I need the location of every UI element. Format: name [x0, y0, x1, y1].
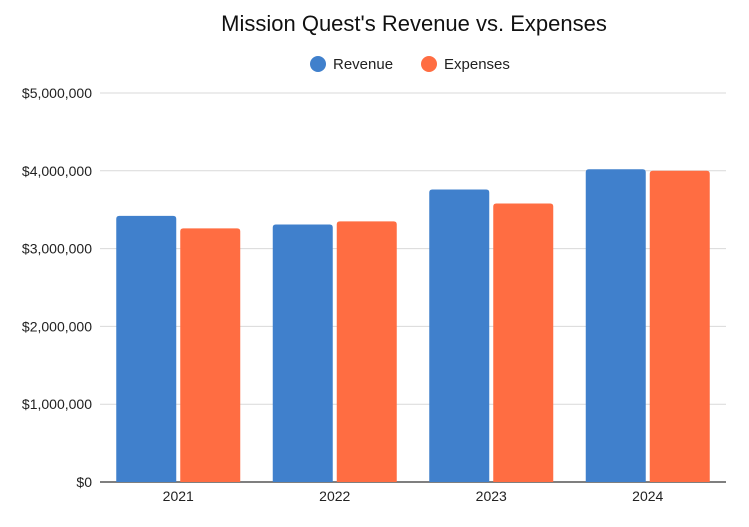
bar-revenue-2023	[429, 189, 490, 483]
x-axis: 2021 2022 2023 2024	[163, 488, 664, 504]
y-tick-label: $3,000,000	[22, 241, 92, 257]
y-tick-label: $1,000,000	[22, 396, 92, 412]
bar-expenses-2021	[180, 228, 241, 482]
bar-revenue-2022	[272, 224, 333, 482]
bar-revenue-2024	[585, 169, 646, 482]
y-tick-label: $2,000,000	[22, 318, 92, 334]
legend-label-expenses: Expenses	[444, 56, 510, 73]
bars	[116, 169, 710, 483]
x-tick-label: 2024	[632, 488, 663, 504]
chart-title: Mission Quest's Revenue vs. Expenses	[221, 11, 607, 36]
bar-expenses-2023	[493, 203, 554, 482]
x-tick-label: 2023	[476, 488, 507, 504]
legend-label-revenue: Revenue	[333, 56, 393, 73]
x-tick-label: 2022	[319, 488, 350, 504]
bar-expenses-2022	[336, 221, 397, 482]
legend-marker-revenue	[310, 56, 326, 72]
y-axis: $0 $1,000,000 $2,000,000 $3,000,000 $4,000,0…	[22, 85, 92, 490]
y-tick-label: $0	[76, 474, 92, 490]
legend-marker-expenses	[421, 56, 437, 72]
bar-expenses-2024	[649, 170, 710, 483]
y-tick-label: $4,000,000	[22, 163, 92, 179]
legend: Revenue Expenses	[310, 56, 510, 73]
x-tick-label: 2021	[163, 488, 194, 504]
bar-revenue-2021	[116, 215, 177, 482]
y-tick-label: $5,000,000	[22, 85, 92, 101]
